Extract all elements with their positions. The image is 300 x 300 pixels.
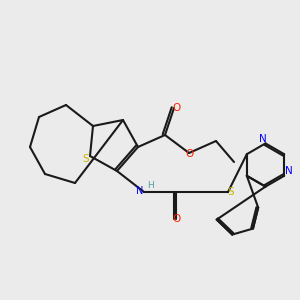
Text: N: N (136, 185, 143, 196)
Text: O: O (173, 103, 181, 113)
Text: O: O (185, 149, 193, 160)
Text: N: N (285, 166, 292, 176)
Text: S: S (82, 154, 89, 164)
Text: H: H (147, 181, 153, 190)
Text: O: O (173, 214, 181, 224)
Text: S: S (228, 187, 234, 197)
Text: N: N (259, 134, 266, 144)
